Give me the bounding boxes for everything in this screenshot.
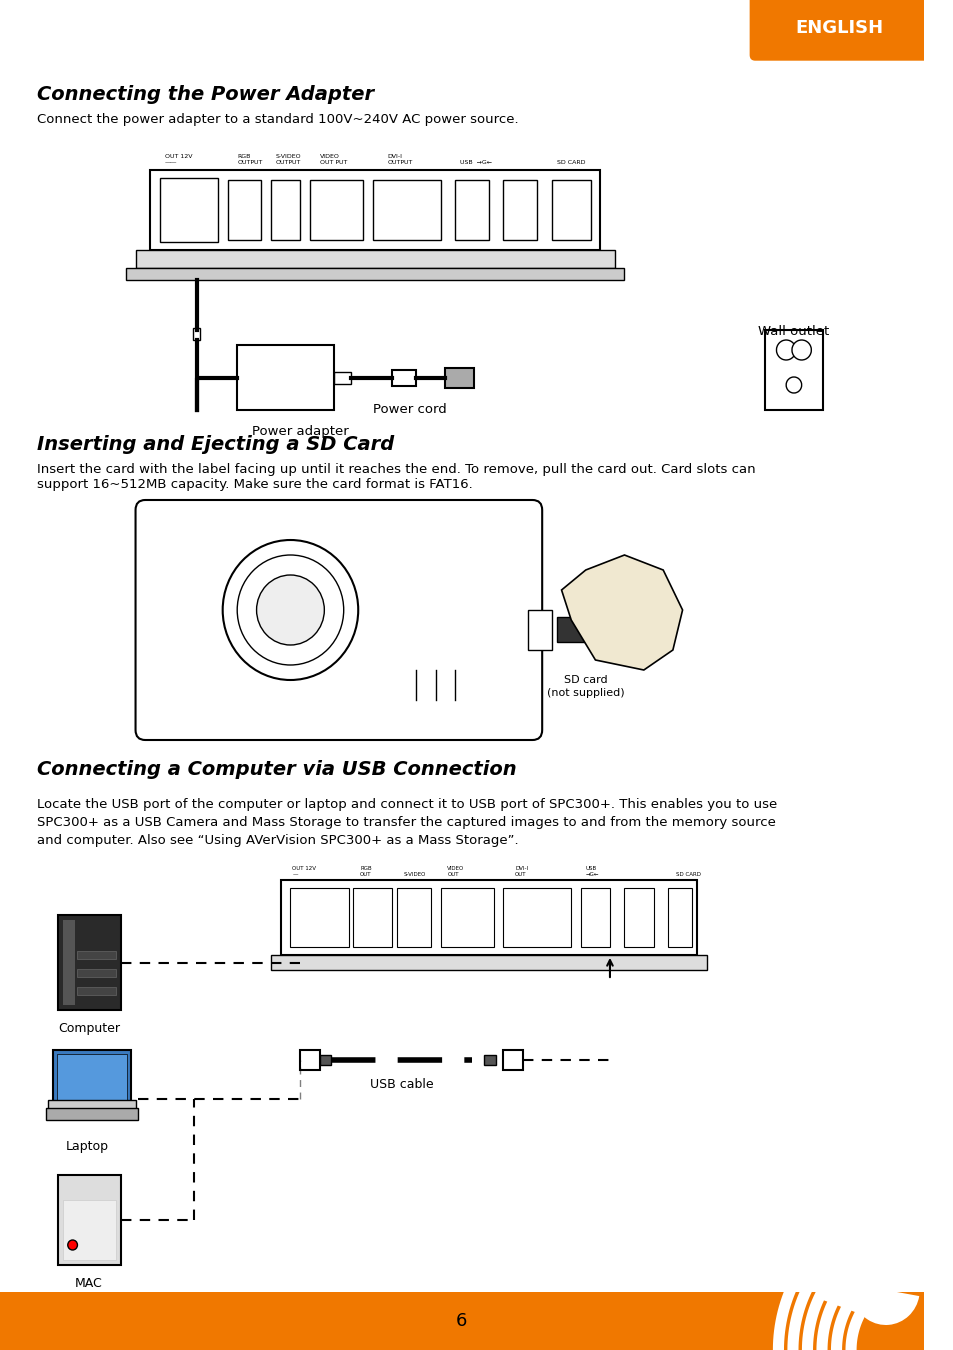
Bar [58, 1174, 121, 1265]
Bar [237, 346, 334, 410]
Bar [624, 888, 653, 946]
Bar [290, 888, 348, 946]
Bar [77, 987, 116, 995]
Bar [300, 1050, 319, 1071]
Text: USB  →G←: USB →G← [459, 161, 492, 165]
Bar [503, 180, 537, 240]
Bar [77, 969, 116, 977]
Text: S-VIDEO
OUTPUT: S-VIDEO OUTPUT [275, 154, 301, 165]
Bar [319, 1054, 331, 1065]
Text: SD CARD: SD CARD [675, 872, 700, 878]
Bar [271, 954, 706, 971]
Bar [334, 373, 351, 383]
Bar [77, 950, 116, 958]
Circle shape [222, 540, 358, 680]
Text: SD CARD: SD CARD [557, 161, 584, 165]
Text: Connect the power adapter to a standard 100V~240V AC power source.: Connect the power adapter to a standard … [37, 113, 517, 126]
Bar [159, 178, 217, 242]
Wedge shape [785, 377, 801, 393]
Text: MAC: MAC [75, 1277, 103, 1291]
Text: OUT 12V
—: OUT 12V — [292, 867, 316, 878]
Bar [445, 369, 474, 387]
Bar [764, 329, 822, 410]
Text: RGB
OUTPUT: RGB OUTPUT [237, 154, 262, 165]
Bar [503, 888, 571, 946]
Text: DVI-I
OUTPUT: DVI-I OUTPUT [387, 154, 413, 165]
Bar [0, 1292, 923, 1350]
Text: Power cord: Power cord [373, 404, 446, 416]
Bar [126, 269, 624, 279]
Bar [49, 1100, 135, 1110]
Bar [63, 919, 74, 1004]
Bar [503, 1050, 522, 1071]
Text: DVI-I
OUT: DVI-I OUT [515, 867, 528, 878]
Text: Locate the USB port of the computer or laptop and connect it to USB port of SPC3: Locate the USB port of the computer or l… [37, 798, 777, 846]
Bar [392, 370, 416, 386]
Bar [193, 328, 200, 340]
Bar [667, 888, 692, 946]
Text: Wall outlet: Wall outlet [758, 325, 829, 338]
Text: Laptop: Laptop [66, 1139, 109, 1153]
Text: Insert the card with the label facing up until it reaches the end. To remove, pu: Insert the card with the label facing up… [37, 463, 755, 491]
Bar [310, 180, 363, 240]
Text: VIDEO
OUT PUT: VIDEO OUT PUT [319, 154, 347, 165]
Text: RGB
OUT: RGB OUT [360, 867, 372, 878]
FancyBboxPatch shape [135, 500, 541, 740]
Bar [373, 180, 440, 240]
FancyBboxPatch shape [750, 0, 927, 59]
Text: OUT 12V
——: OUT 12V —— [165, 154, 192, 165]
Circle shape [68, 1241, 77, 1250]
Circle shape [277, 373, 294, 387]
Bar [150, 170, 599, 250]
Bar [227, 180, 261, 240]
Polygon shape [561, 555, 681, 670]
Circle shape [256, 575, 324, 645]
Text: VIDEO
OUT: VIDEO OUT [447, 867, 464, 878]
Text: Power adapter: Power adapter [252, 425, 348, 437]
Text: ENGLISH: ENGLISH [795, 19, 882, 36]
Text: SD card
(not supplied): SD card (not supplied) [546, 675, 624, 698]
Bar [46, 1108, 138, 1120]
Text: Connecting the Power Adapter: Connecting the Power Adapter [37, 85, 374, 104]
Text: USB cable: USB cable [370, 1079, 434, 1091]
Bar [483, 1054, 496, 1065]
Text: 6: 6 [456, 1312, 467, 1330]
Circle shape [237, 555, 343, 666]
Wedge shape [853, 1291, 919, 1324]
Bar [440, 888, 494, 946]
Text: USB
→G←: USB →G← [585, 867, 598, 878]
Bar [396, 888, 431, 946]
Text: S-VIDEO: S-VIDEO [403, 872, 426, 878]
Bar [580, 888, 609, 946]
Bar [280, 880, 697, 954]
Text: Connecting a Computer via USB Connection: Connecting a Computer via USB Connection [37, 760, 516, 779]
Bar [57, 1054, 127, 1102]
Wedge shape [821, 1260, 904, 1320]
Bar [455, 180, 489, 240]
Wedge shape [791, 340, 810, 360]
Wedge shape [776, 340, 795, 360]
Bar [551, 180, 590, 240]
Text: Computer: Computer [58, 1022, 120, 1035]
Bar [353, 888, 392, 946]
Bar [53, 1050, 131, 1106]
Text: Inserting and Ejecting a SD Card: Inserting and Ejecting a SD Card [37, 435, 394, 454]
Bar [557, 617, 604, 643]
Bar [135, 250, 614, 269]
Bar [63, 1200, 116, 1260]
Bar [527, 610, 551, 649]
Bar [58, 915, 121, 1010]
Bar [271, 180, 300, 240]
